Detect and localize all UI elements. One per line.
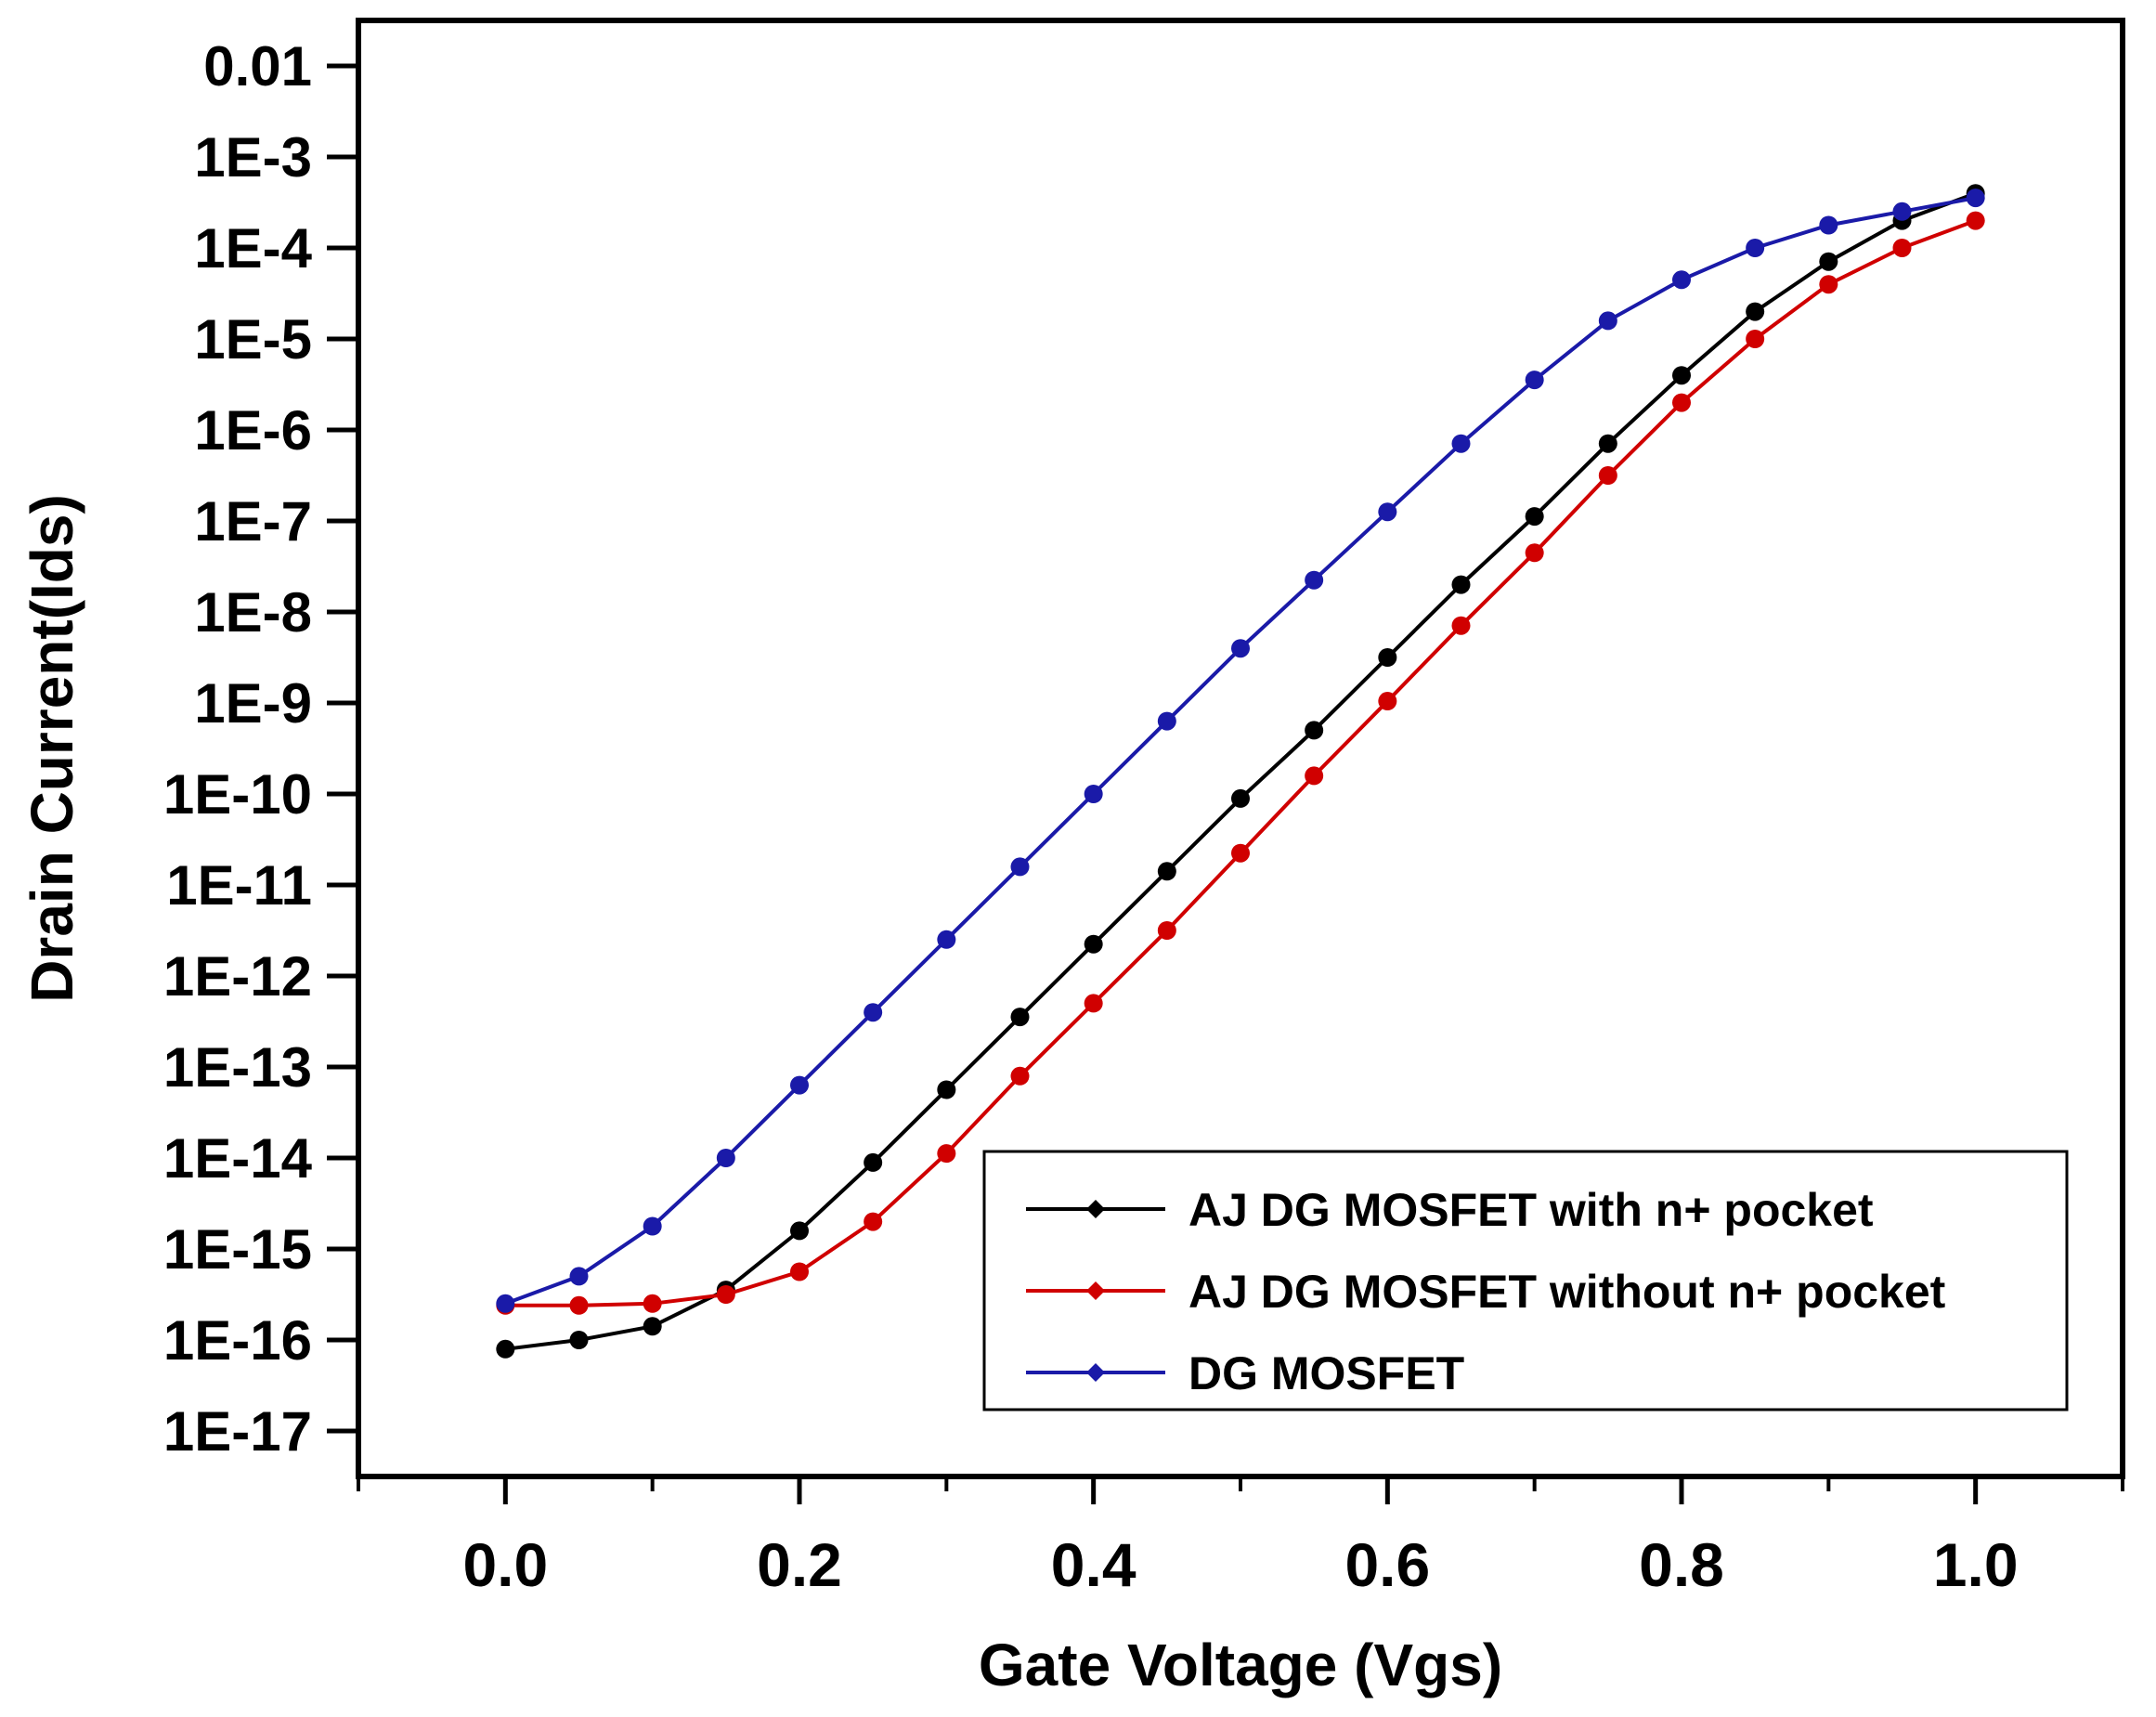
y-tick-label: 1E-10 <box>163 763 312 826</box>
data-point <box>790 1221 809 1241</box>
data-point <box>1378 502 1397 522</box>
data-point <box>1746 239 1765 257</box>
y-tick-label: 1E-8 <box>194 581 312 644</box>
data-point <box>1084 785 1103 803</box>
data-point <box>1746 302 1765 321</box>
data-point <box>1525 507 1544 527</box>
data-point <box>496 1294 515 1313</box>
data-point <box>1819 252 1838 271</box>
data-point <box>1231 843 1250 863</box>
data-point <box>1305 721 1324 740</box>
data-point <box>569 1295 589 1315</box>
x-tick-label: 0.2 <box>757 1530 842 1599</box>
y-tick-label: 1E-17 <box>163 1400 312 1463</box>
data-point <box>1598 311 1617 331</box>
data-point <box>1451 616 1471 635</box>
data-point <box>790 1075 809 1095</box>
x-tick-label: 0.0 <box>462 1530 548 1599</box>
data-point <box>1231 639 1250 658</box>
data-point <box>1010 1066 1030 1086</box>
data-point <box>1010 857 1030 877</box>
data-point <box>1451 434 1471 453</box>
data-point <box>1010 1008 1030 1027</box>
data-point <box>790 1262 809 1281</box>
data-point <box>1525 371 1544 390</box>
data-point <box>864 1152 883 1172</box>
y-axis-label: Drain Current(Ids) <box>19 494 85 1003</box>
data-point <box>1305 570 1324 590</box>
y-tick-label: 1E-12 <box>163 945 312 1008</box>
y-tick-label: 1E-14 <box>163 1127 313 1190</box>
data-point <box>1157 921 1176 940</box>
legend-label-dg-mosfet: DG MOSFET <box>1188 1347 1464 1399</box>
data-point <box>1084 994 1103 1013</box>
data-point <box>937 1144 956 1164</box>
data-point <box>1157 711 1176 731</box>
legend-box <box>982 1150 2069 1411</box>
data-point <box>1746 330 1765 348</box>
data-point <box>1966 189 1985 208</box>
data-point <box>1378 692 1397 711</box>
y-tick-label: 1E-9 <box>194 672 312 735</box>
data-point <box>1672 366 1691 385</box>
data-point <box>937 930 956 949</box>
data-point <box>643 1317 662 1336</box>
data-point <box>1672 270 1691 290</box>
data-point <box>569 1267 589 1286</box>
data-point <box>496 1339 515 1359</box>
series-dg-mosfet <box>496 189 1985 1313</box>
data-point <box>1598 466 1617 485</box>
legend-marker-without-pocket <box>1086 1281 1105 1300</box>
data-point <box>1672 393 1691 412</box>
data-point <box>1451 575 1471 594</box>
data-point <box>1892 202 1912 221</box>
legend-marker-dg-mosfet <box>1086 1363 1105 1382</box>
x-tick-label: 0.4 <box>1051 1530 1136 1599</box>
data-point <box>716 1285 735 1304</box>
data-point <box>1305 766 1324 786</box>
y-tick-label: 1E-11 <box>166 854 312 917</box>
data-point <box>1378 648 1397 667</box>
data-point <box>864 1212 883 1231</box>
data-point <box>1819 215 1838 235</box>
data-point <box>569 1331 589 1349</box>
data-point <box>937 1080 956 1099</box>
data-point <box>1157 862 1176 881</box>
y-tick-label: 1E-16 <box>163 1309 312 1372</box>
legend-label-without-pocket: AJ DG MOSFET without n+ pocket <box>1188 1266 1946 1318</box>
y-axis: 0.01 1E-3 1E-4 1E-5 1E-6 1E-7 1E-8 1E-9 1E-10 1E-… <box>163 35 358 1463</box>
series-layer <box>496 184 1985 1359</box>
x-axis-label: Gate Voltage (Vgs) <box>979 1632 1502 1698</box>
legend-marker-with-pocket <box>1086 1200 1105 1218</box>
data-point <box>1598 434 1617 453</box>
y-tick-label: 1E-3 <box>194 126 312 189</box>
x-axis: 0.0 0.2 0.4 0.6 0.8 1.0 <box>357 1476 2124 1599</box>
data-point <box>864 1003 883 1022</box>
legend-label-with-pocket: AJ DG MOSFET with n+ pocket <box>1188 1184 1874 1236</box>
y-tick-label: 1E-4 <box>194 217 312 280</box>
data-point <box>1966 211 1985 230</box>
y-tick-label: 1E-7 <box>194 490 312 553</box>
data-point <box>716 1149 735 1167</box>
y-tick-label: 1E-15 <box>163 1218 312 1281</box>
data-point <box>1084 934 1103 954</box>
y-tick-label: 1E-6 <box>194 399 312 462</box>
y-tick-label: 0.01 <box>203 35 312 98</box>
y-tick-label: 1E-13 <box>163 1036 312 1099</box>
y-tick-label: 1E-5 <box>194 308 312 371</box>
x-tick-label: 0.6 <box>1344 1530 1430 1599</box>
data-point <box>643 1216 662 1236</box>
legend: AJ DG MOSFET with n+ pocket AJ DG MOSFET… <box>982 1150 2069 1411</box>
data-point <box>1892 239 1912 257</box>
data-point <box>1231 788 1250 808</box>
x-tick-label: 1.0 <box>1933 1530 2019 1599</box>
x-tick-label: 0.8 <box>1639 1530 1724 1599</box>
data-point <box>1819 275 1838 294</box>
data-point <box>1525 543 1544 563</box>
data-point <box>643 1294 662 1313</box>
